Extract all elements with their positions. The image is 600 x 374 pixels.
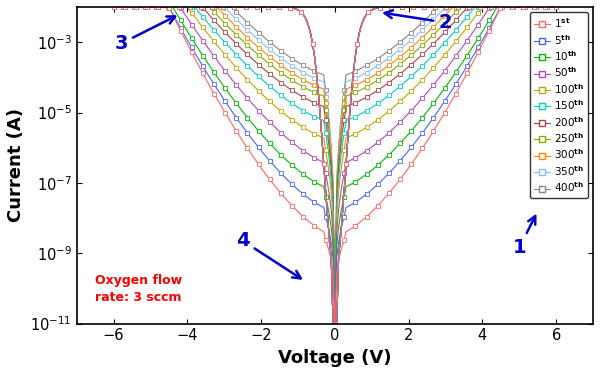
Text: 4: 4 — [236, 231, 301, 278]
Text: 3: 3 — [114, 16, 175, 53]
Legend: 1$^{\mathbf{st}}$, 5$^{\mathbf{th}}$, 10$^{\mathbf{th}}$, 50$^{\mathbf{th}}$, 10: 1$^{\mathbf{st}}$, 5$^{\mathbf{th}}$, 10… — [530, 12, 588, 198]
Y-axis label: Current (A): Current (A) — [7, 108, 25, 222]
X-axis label: Voltage (V): Voltage (V) — [278, 349, 392, 367]
Text: 1: 1 — [512, 216, 535, 257]
Text: 2: 2 — [385, 10, 452, 32]
Text: Oxygen flow
rate: 3 sccm: Oxygen flow rate: 3 sccm — [95, 275, 182, 304]
